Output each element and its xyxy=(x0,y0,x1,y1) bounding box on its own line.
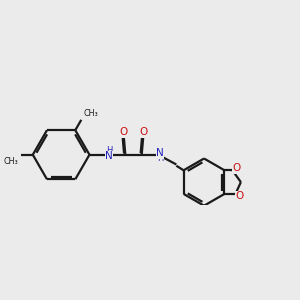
Text: H: H xyxy=(106,146,112,155)
Text: H: H xyxy=(157,154,163,163)
Text: N: N xyxy=(156,148,164,158)
Text: O: O xyxy=(119,127,127,137)
Text: O: O xyxy=(236,191,244,201)
Text: CH₃: CH₃ xyxy=(4,157,18,166)
Text: N: N xyxy=(105,151,113,161)
Text: O: O xyxy=(232,163,241,173)
Text: O: O xyxy=(140,127,148,137)
Text: CH₃: CH₃ xyxy=(84,109,98,118)
